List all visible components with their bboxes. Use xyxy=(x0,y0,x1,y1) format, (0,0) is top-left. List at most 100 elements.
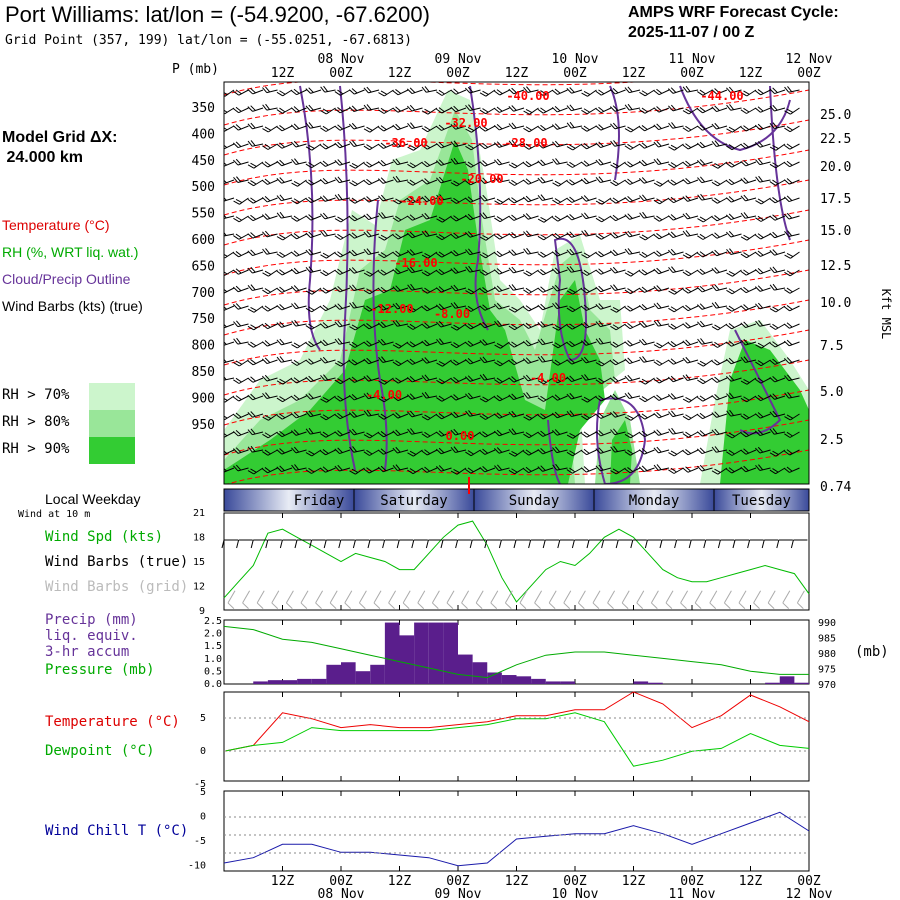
wind-barb-flag xyxy=(786,178,793,184)
wind-barb-flag xyxy=(609,233,616,239)
wind-barb xyxy=(783,195,800,203)
wind-barb-shaft xyxy=(788,197,800,203)
wind-barb xyxy=(247,140,264,147)
wind-barb-flag xyxy=(250,232,256,238)
wind-barb-flag xyxy=(613,445,619,452)
wind-barb-flag xyxy=(743,107,750,113)
wind-barb-flag xyxy=(757,429,764,435)
wind-barb-shaft xyxy=(354,377,365,383)
wind-barb-shaft xyxy=(513,377,525,383)
wind-barb-flag xyxy=(351,180,358,185)
wind-barb xyxy=(305,179,322,186)
wind-barb-flag xyxy=(667,376,674,383)
wind-barb-shaft xyxy=(687,323,699,329)
wind-barb-grid xyxy=(256,590,265,610)
wind-barb xyxy=(224,395,235,403)
wind-barb xyxy=(262,374,278,382)
wind-barb xyxy=(479,160,496,167)
wind-barb-shaft xyxy=(295,323,307,327)
wind-barb-flag xyxy=(319,450,326,456)
wind-barb-flag xyxy=(714,215,721,220)
wind-barb xyxy=(639,107,655,114)
wind-barb-flag xyxy=(482,356,488,363)
wind-barb-flag xyxy=(598,360,605,365)
chill-ytick: -5 xyxy=(194,836,206,847)
wind-barb xyxy=(522,195,539,203)
wind-barb-shaft xyxy=(353,305,365,309)
wind-barb xyxy=(769,197,786,204)
wind-barb-flag xyxy=(743,356,749,363)
wind-barb-flag xyxy=(276,91,283,97)
wind-barb-shaft xyxy=(731,143,742,151)
wind-barb-flag xyxy=(522,162,529,168)
wind-barb xyxy=(697,359,713,367)
wind-barb-flag xyxy=(580,196,587,202)
wind-barb-flag xyxy=(725,341,732,347)
wind-barb xyxy=(537,233,554,241)
wind-barb xyxy=(580,143,597,150)
wind-barb-flag xyxy=(717,539,721,549)
wind-barb-true xyxy=(338,539,355,549)
wind-barb-flag xyxy=(409,214,416,220)
wind-barb-shaft xyxy=(571,107,583,112)
precip-bar xyxy=(633,681,649,684)
wind-barb-flag xyxy=(563,602,571,610)
wind-barb xyxy=(262,287,278,295)
wind-barb-flag xyxy=(247,106,253,112)
wind-barb-flag xyxy=(641,413,648,419)
wind-barb-flag xyxy=(305,452,313,457)
wind-barb xyxy=(349,428,365,436)
wind-barb xyxy=(697,89,713,96)
wind-barb-flag xyxy=(613,140,619,146)
wind-barb-shaft xyxy=(339,431,351,437)
wind-barb-shaft xyxy=(556,431,568,436)
wind-barb xyxy=(334,107,351,114)
wind-barb-flag xyxy=(525,143,532,149)
wind-barb-flag xyxy=(279,378,286,383)
wind-barb-shaft xyxy=(659,359,670,366)
wind-barb-flag xyxy=(453,394,459,400)
wind-barb-shaft xyxy=(310,269,322,273)
wind-barb-flag xyxy=(315,602,322,610)
wind-barb-flag xyxy=(656,233,663,238)
wind-barb-flag xyxy=(233,362,240,367)
wind-barb-flag xyxy=(279,321,285,327)
wind-barb xyxy=(508,231,525,239)
wind-barb-flag xyxy=(624,375,630,382)
wind-barb xyxy=(609,411,626,418)
wind-barb xyxy=(522,322,539,329)
wind-barb-shaft xyxy=(556,413,568,419)
wind-barb-flag xyxy=(337,268,344,274)
wind-barb-flag xyxy=(743,234,750,239)
wind-barb-flag xyxy=(754,286,761,292)
precip-bar xyxy=(326,664,341,684)
wind-barb-shaft xyxy=(426,467,438,473)
wind-barb xyxy=(624,467,641,474)
wind-barb-flag xyxy=(551,107,558,113)
wind-barb xyxy=(319,449,336,456)
wind-barb xyxy=(291,319,307,327)
wind-barb-flag xyxy=(609,250,616,256)
wind-barb xyxy=(624,161,641,168)
precip-bar xyxy=(765,682,780,684)
wind-barb xyxy=(464,231,481,238)
wind-barb-flag xyxy=(758,175,764,182)
wind-barb-shaft xyxy=(687,377,699,381)
wind-barb xyxy=(276,377,293,385)
wind-barb xyxy=(494,377,510,384)
wind-barb-flag xyxy=(279,539,283,549)
wind-barb-shaft xyxy=(614,251,626,257)
wind-barb-shaft xyxy=(688,107,699,115)
wind-barb-flag xyxy=(757,394,764,400)
wind-barb-flag xyxy=(639,253,646,258)
wind-barb-shaft xyxy=(398,359,409,367)
wind-barb-shaft xyxy=(672,233,684,239)
wind-barb xyxy=(247,232,264,239)
kft-tick-label: 10.0 xyxy=(820,296,851,311)
wind-barb-flag xyxy=(682,230,688,237)
dewpoint-label: Dewpoint (°C) xyxy=(45,743,155,759)
wind-barb-flag xyxy=(352,140,358,147)
wind-barb-flag xyxy=(653,124,659,130)
wind-barb xyxy=(639,269,655,276)
wind-barb-flag xyxy=(467,248,474,255)
